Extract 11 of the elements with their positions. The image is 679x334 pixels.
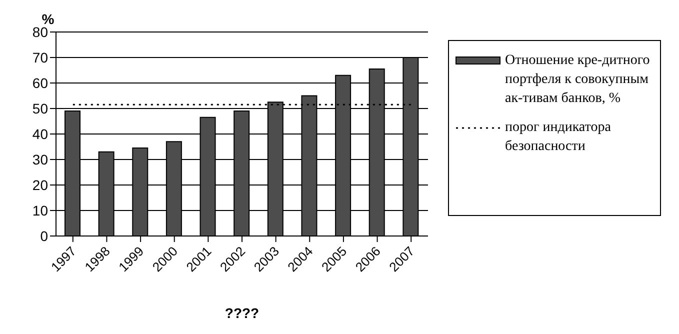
y-tick-label: 30 [32, 151, 48, 168]
y-tick-label: 40 [32, 126, 48, 142]
y-tick-label: 50 [32, 100, 48, 116]
y-tick-label: 70 [32, 49, 48, 66]
legend-label: порог индикатора безопасности [505, 119, 612, 156]
y-tick-label: 10 [32, 202, 48, 218]
x-axis-title: ???? [224, 305, 260, 321]
y-tick-label: 20 [32, 176, 48, 193]
y-tick-label: 60 [32, 74, 48, 91]
legend-label: Отношение кре-дитного портфеля к совокупным ак-тивам банков, % [505, 52, 651, 108]
y-tick-label: 0 [40, 228, 48, 244]
